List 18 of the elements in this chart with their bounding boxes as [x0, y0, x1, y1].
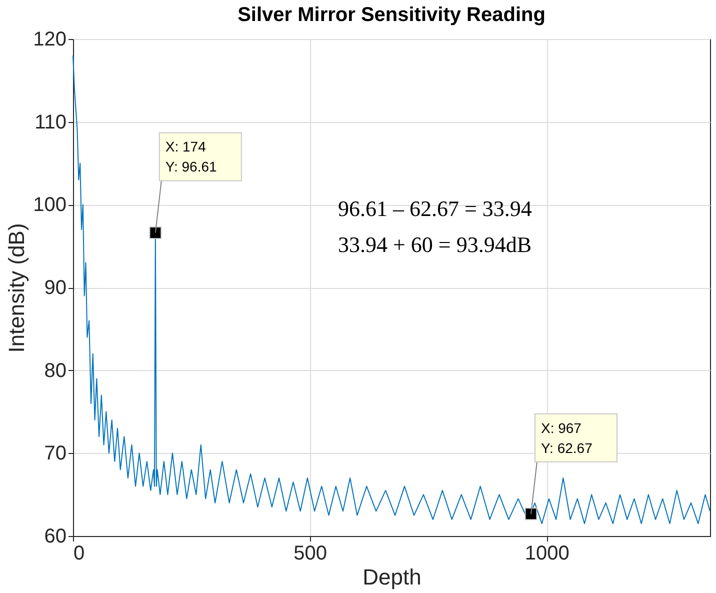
annotation: X: 967 Y: 62.67	[540, 420, 593, 456]
annotation: 33.94 + 60 = 93.94dB	[338, 232, 532, 257]
y-axis-title: Intensity (dB)	[4, 223, 30, 353]
chart-title: Silver Mirror Sensitivity Reading	[238, 4, 546, 26]
annotation: X: 174 Y: 96.61	[165, 138, 217, 175]
x-axis-title: Depth	[362, 564, 422, 590]
y-tick-label: 80	[44, 360, 66, 382]
y-tick-label: 100	[33, 194, 66, 216]
annotation: 96.61 – 62.67 = 33.94	[338, 196, 532, 221]
y-tick-label: 120	[33, 28, 66, 50]
x-tick-label: 0	[74, 542, 85, 564]
x-tick-label: 500	[294, 542, 327, 564]
x-tick-label: 1000	[524, 542, 570, 564]
y-tick-label: 70	[44, 442, 66, 465]
y-tick-label: 110	[34, 111, 66, 134]
y-tick-label: 60	[44, 526, 66, 548]
y-tick-label: 90	[44, 277, 66, 299]
line-series	[72, 55, 710, 524]
